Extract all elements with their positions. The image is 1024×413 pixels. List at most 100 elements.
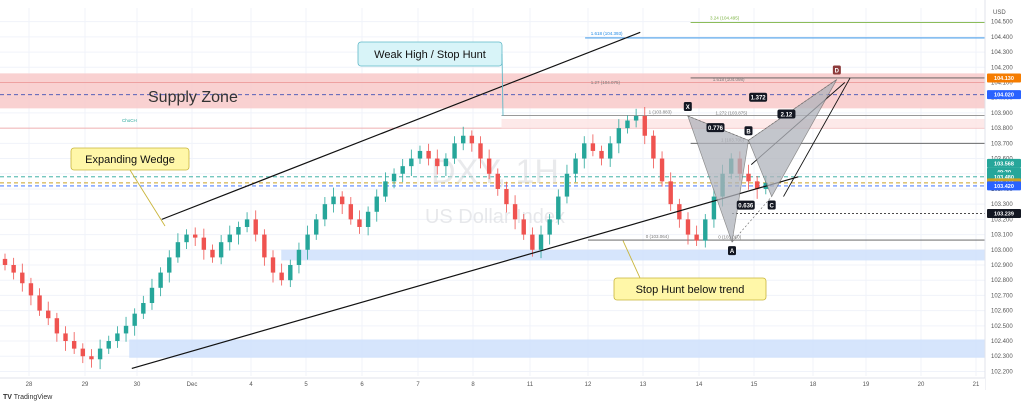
tv-brand-label: TradingView: [13, 394, 53, 401]
price-tag-box: [987, 73, 1021, 83]
candle-body: [426, 150, 431, 159]
price-tick: 102.900: [991, 263, 1013, 269]
fib-label: 1 (103.883): [649, 110, 673, 115]
ratio-label: 2.12: [781, 112, 793, 118]
time-tick: 6: [360, 382, 364, 388]
price-tick: 102.400: [991, 339, 1013, 345]
time-axis[interactable]: 28 29 30 Dec 4 5 6 7 8 11 12 13 14 15 18 19 20 21: [0, 377, 985, 392]
harmonic-point-box: [767, 200, 776, 210]
candle-body: [754, 181, 760, 189]
candle-body: [486, 158, 492, 174]
weak-high-pointer: [501, 53, 504, 116]
candle-body: [71, 341, 77, 349]
expanding-wedge-label: Expanding Wedge: [85, 154, 175, 166]
choch-label: ChoCH: [122, 118, 137, 123]
candle-body: [322, 204, 328, 220]
candle-body: [28, 283, 34, 296]
candle-body: [504, 188, 509, 205]
candle-body: [564, 173, 570, 197]
candle-body: [677, 204, 682, 220]
price-tick: 103.000: [991, 248, 1013, 254]
candles: [2, 106, 768, 370]
fib-label: 1.272 (103.875): [716, 111, 748, 116]
candle-body: [582, 143, 587, 159]
stop-hunt-pointer: [622, 240, 641, 279]
candle-body: [607, 143, 613, 159]
price-tag: 103.239: [994, 211, 1014, 217]
price-axis[interactable]: USD104.500104.400104.300104.200104.10010…: [984, 0, 1024, 408]
price-axis-bg: [985, 0, 1024, 408]
harmonic-point-a: A: [730, 249, 735, 255]
candle-body: [625, 120, 630, 129]
time-tick: 29: [82, 382, 89, 388]
candle-body: [573, 158, 578, 174]
expanding-wedge-pointer: [129, 169, 166, 227]
time-tick: 14: [696, 382, 703, 388]
candle-body: [158, 272, 163, 288]
candle-body: [331, 196, 336, 205]
candle-body: [253, 219, 258, 235]
candle-body: [348, 204, 354, 220]
candle-body: [409, 158, 414, 167]
candle-body: [2, 258, 8, 265]
candle-body: [512, 204, 518, 220]
ratio-label: 0.776: [708, 126, 724, 132]
candle-body: [469, 135, 475, 144]
price-tag: 104.130: [994, 76, 1014, 82]
fib-label: 1.618 (104.393): [591, 31, 623, 36]
candle-body: [201, 237, 207, 250]
candle-body: [123, 325, 129, 334]
candle-body: [746, 173, 751, 182]
candle-body: [461, 135, 466, 144]
harmonic-point-box: [683, 101, 692, 111]
price-tag-box: [987, 158, 1021, 168]
candle-body: [357, 219, 362, 227]
candle-body: [270, 257, 276, 273]
price-tag: 103.420: [994, 184, 1014, 190]
harmonic-point-d: D: [835, 68, 840, 74]
watermark-symbol: DXY, 1H: [431, 153, 559, 191]
price-tick: 102.500: [991, 324, 1013, 330]
price-tick: 104.500: [991, 20, 1013, 26]
candle-body: [417, 150, 423, 159]
candle-body: [400, 166, 405, 174]
candle-body: [452, 143, 457, 159]
currency-label: USD: [993, 10, 1006, 16]
fib-label: 1.618 (104.098): [713, 77, 745, 82]
candle-body: [54, 318, 60, 334]
time-tick: 7: [416, 382, 420, 388]
candle-body: [556, 196, 561, 220]
price-tick: 102.300: [991, 354, 1013, 360]
candle-body: [279, 272, 284, 281]
price-tick: 102.600: [991, 309, 1013, 315]
time-tick: 12: [585, 382, 592, 388]
candle-body: [97, 348, 103, 360]
time-tick: 15: [751, 382, 758, 388]
candle-body: [218, 242, 224, 258]
candle-body: [616, 128, 622, 144]
tradingview-logo[interactable]: TV TradingView: [3, 394, 52, 401]
candle-body: [685, 219, 691, 235]
zone-choch: [501, 119, 985, 129]
candle-body: [443, 158, 449, 167]
time-tick: Dec: [187, 382, 198, 388]
candle-body: [149, 287, 155, 304]
candle-body: [365, 211, 371, 227]
candle-body: [262, 234, 267, 258]
ratio-box: [777, 109, 796, 119]
harmonic-point-box: [728, 246, 736, 256]
zone-demand-low: [129, 339, 985, 358]
projection-line: [783, 77, 851, 197]
time-tick: 8: [471, 382, 475, 388]
price-tags: 104.130104.020103.56849:30103.480103.440…: [987, 73, 1021, 218]
price-tick: 103.800: [991, 126, 1013, 132]
candle-body: [193, 234, 198, 238]
candle-body: [115, 333, 120, 342]
price-tag: 104.020: [994, 93, 1014, 99]
fib-label: 0 (103.064): [646, 234, 670, 239]
candle-body: [495, 173, 500, 189]
stop-hunt-box: [613, 277, 767, 301]
harmonic-point-box: [832, 65, 841, 75]
